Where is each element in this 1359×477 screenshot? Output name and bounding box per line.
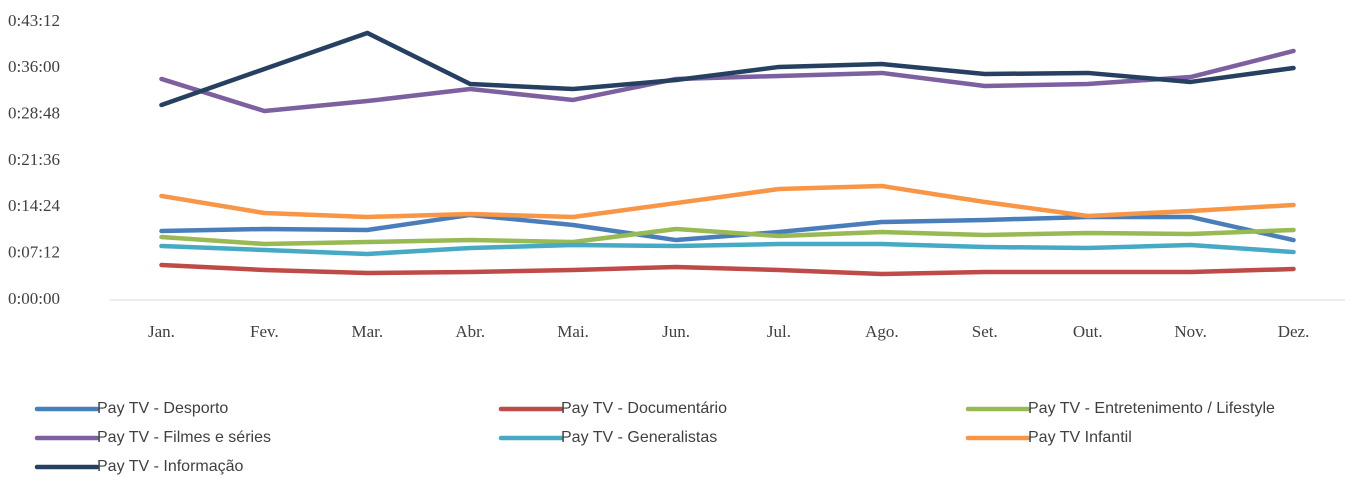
series-line: [159, 241, 1296, 257]
x-tick-label: Mai.: [557, 322, 589, 341]
y-tick-label: 0:43:12: [8, 11, 60, 30]
legend-label: Pay TV - Filmes e séries: [97, 429, 271, 446]
legend-label: Pay TV - Entretenimento / Lifestyle: [1028, 400, 1275, 417]
series-line: [159, 48, 1296, 114]
series-line: [159, 183, 1296, 220]
x-tick-label: Nov.: [1174, 322, 1206, 341]
y-tick-label: 0:28:48: [8, 104, 60, 123]
y-tick-label: 0:36:00: [8, 57, 60, 76]
legend-label: Pay TV - Desporto: [97, 400, 228, 417]
series-line: [159, 212, 1296, 243]
y-tick-label: 0:14:24: [8, 196, 60, 215]
legend-label: Pay TV Infantil: [1028, 429, 1132, 446]
x-tick-label: Abr.: [455, 322, 485, 341]
series-line: [159, 226, 1296, 247]
x-tick-label: Out.: [1073, 322, 1103, 341]
series-line: [159, 30, 1296, 108]
x-tick-label: Jan.: [148, 322, 175, 341]
x-tick-label: Ago.: [865, 322, 899, 341]
legend-label: Pay TV - Informação: [97, 458, 244, 475]
x-tick-label: Mar.: [351, 322, 383, 341]
x-tick-label: Dez.: [1278, 322, 1310, 341]
x-tick-label: Jul.: [767, 322, 791, 341]
x-tick-label: Set.: [972, 322, 998, 341]
legend-label: Pay TV - Generalistas: [561, 429, 717, 446]
legend-label: Pay TV - Documentário: [561, 400, 727, 417]
x-tick-label: Jun.: [662, 322, 690, 341]
x-tick-label: Fev.: [250, 322, 279, 341]
y-tick-label: 0:07:12: [8, 243, 60, 262]
series-line: [159, 262, 1296, 277]
y-tick-label: 0:21:36: [8, 150, 60, 169]
y-tick-label: 0:00:00: [8, 289, 60, 308]
